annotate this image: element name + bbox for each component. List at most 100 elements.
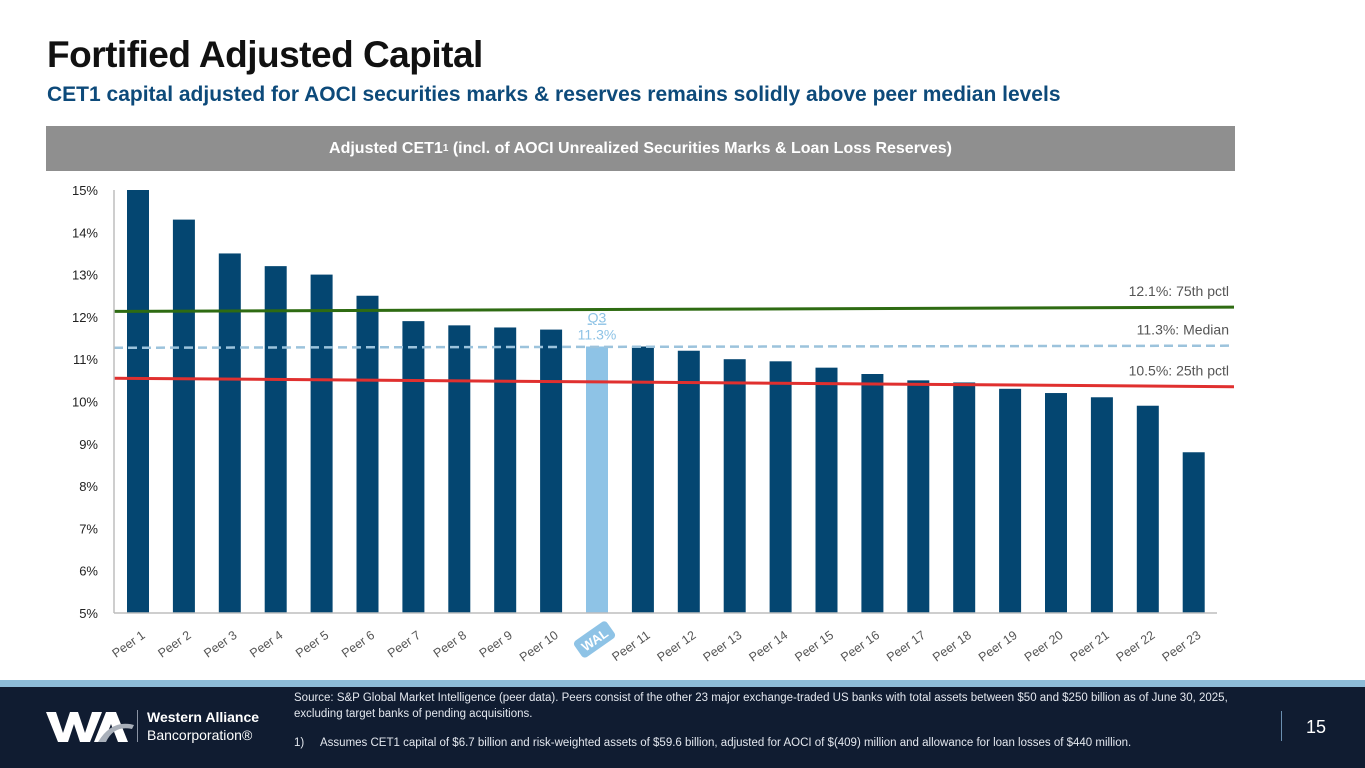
x-tick-label-text: Peer 1: [110, 628, 148, 661]
x-tick-label-text: Peer 11: [609, 628, 652, 664]
y-tick-label: 15%: [72, 183, 98, 198]
x-tick-label-text: Peer 13: [701, 628, 745, 665]
chart-title-footnote-marker: 1: [442, 143, 449, 154]
bar: [769, 361, 792, 613]
x-tick-label-text: Peer 19: [976, 628, 1020, 665]
y-tick-label: 10%: [72, 395, 98, 410]
footer-accent-band: [0, 680, 1365, 687]
logo-company-name: Western Alliance: [147, 709, 260, 725]
x-tick-label: Peer 16: [838, 628, 882, 665]
reference-line-label: 11.3%: Median: [1137, 322, 1229, 338]
bar: [953, 382, 976, 613]
chart-title: Adjusted CET1: [329, 139, 443, 157]
x-tick-label: Peer 5: [293, 628, 331, 661]
x-tick-label: Peer 19: [976, 628, 1020, 665]
bar: [402, 321, 425, 613]
x-tick-label: Peer 11: [609, 628, 652, 664]
bar: [861, 374, 884, 613]
x-tick-label: Peer 3: [201, 628, 239, 661]
y-tick-label: 13%: [72, 268, 98, 283]
x-tick-label: Peer 4: [247, 628, 285, 661]
x-tick-label-text: Peer 16: [838, 628, 882, 665]
source-note: Source: S&P Global Market Intelligence (…: [294, 692, 1228, 720]
x-tick-label-text: Peer 9: [477, 628, 515, 661]
x-tick-label-text: Peer 2: [155, 628, 193, 661]
footnote: 1) Assumes CET1 capital of $6.7 billion a…: [294, 737, 1131, 749]
x-tick-label-text: Peer 20: [1022, 628, 1066, 665]
bar-highlight-wal: [586, 346, 608, 613]
x-tick-label-text: Peer 5: [293, 628, 331, 661]
x-tick-label-text: Peer 7: [385, 628, 423, 661]
x-tick-label: Peer 23: [1160, 628, 1204, 665]
x-tick-label: Peer 13: [701, 628, 745, 665]
x-tick-label-text: Peer 21: [1068, 628, 1112, 665]
x-tick-label-text: Peer 8: [431, 628, 469, 661]
western-alliance-logo-icon: [46, 712, 134, 742]
logo-company-subname: Bancorporation®: [147, 727, 253, 743]
y-tick-label: 11%: [73, 352, 98, 367]
bar: [677, 350, 700, 613]
x-tick-label-text: Peer 10: [517, 628, 561, 665]
footnote-text: Assumes CET1 capital of $6.7 billion and…: [320, 737, 1132, 749]
bar: [1182, 452, 1205, 613]
logo-divider: [137, 710, 138, 742]
bar: [172, 219, 195, 614]
bar: [127, 190, 149, 613]
x-tick-label-text: Peer 14: [746, 628, 790, 665]
y-tick-label: 6%: [79, 564, 98, 579]
bar: [310, 274, 333, 613]
bar: [264, 266, 287, 613]
x-tick-label-text: Peer 6: [339, 628, 377, 661]
x-tick-label: Peer 22: [1114, 628, 1158, 665]
x-tick-label-text: Peer 4: [247, 628, 285, 661]
wal-label-badge: [573, 621, 616, 658]
footer: [0, 687, 1365, 768]
page-number: 15: [1306, 717, 1327, 737]
highlight-label-value: 11.3%: [578, 327, 617, 343]
y-tick-label: 14%: [72, 225, 98, 240]
bar: [1090, 397, 1113, 613]
y-tick-label: 5%: [79, 606, 98, 621]
x-tick-label-text: Peer 15: [792, 628, 836, 665]
bar: [494, 327, 517, 613]
bar: [1136, 405, 1159, 613]
page-number-divider: [1281, 711, 1282, 741]
x-tick-label: Peer 20: [1022, 628, 1066, 665]
x-tick-label: Peer 2: [155, 628, 193, 661]
bar: [540, 329, 563, 613]
page-subtitle: CET1 capital adjusted for AOCI securitie…: [47, 83, 1061, 106]
reference-line-median: [113, 344, 1235, 350]
x-tick-label-text: Peer 3: [201, 628, 239, 661]
bar: [815, 367, 838, 613]
x-tick-label: Peer 21: [1068, 628, 1112, 665]
bar: [723, 359, 746, 613]
x-tick-label: Peer 10: [517, 628, 561, 665]
reference-line-75th-pctl: [113, 305, 1235, 313]
x-tick-label-text: Peer 22: [1114, 628, 1158, 665]
y-tick-label: 12%: [72, 310, 98, 325]
bar: [356, 295, 379, 613]
footnote-number: 1): [294, 737, 305, 749]
bar: [448, 325, 471, 613]
y-axis-ticks: 5% 6% 7% 8% 9% 10% 11% 12% 13% 14% 15%: [72, 183, 98, 621]
x-tick-label-text: Peer 18: [930, 628, 974, 665]
chart-title-bar: Adjusted CET1 1 (incl. of AOCI Unrealized…: [46, 126, 1235, 171]
x-tick-label-text: Peer 17: [884, 628, 928, 665]
x-tick-label: Peer 12: [655, 628, 699, 665]
reference-line-label: 10.5%: 25th pctl: [1129, 363, 1229, 379]
x-tick-label: Peer 17: [884, 628, 928, 665]
x-tick-label-text: Peer 12: [655, 628, 699, 665]
x-tick-label: Peer 8: [431, 628, 469, 661]
reference-line-label: 12.1%: 75th pctl: [1129, 283, 1229, 299]
y-tick-label: 7%: [79, 521, 98, 536]
x-tick-label: Peer 1: [110, 628, 148, 661]
reference-line-25th-pctl: [113, 376, 1235, 389]
reference-lines: 12.1%: 75th pctl 11.3%: Median 10.5%: 25th…: [113, 283, 1235, 389]
bar: [218, 253, 241, 613]
x-tick-label: Peer 14: [746, 628, 790, 665]
x-tick-label-text: Peer 23: [1160, 628, 1204, 665]
bar: [999, 388, 1022, 613]
x-tick-label: Peer 9: [477, 628, 515, 661]
